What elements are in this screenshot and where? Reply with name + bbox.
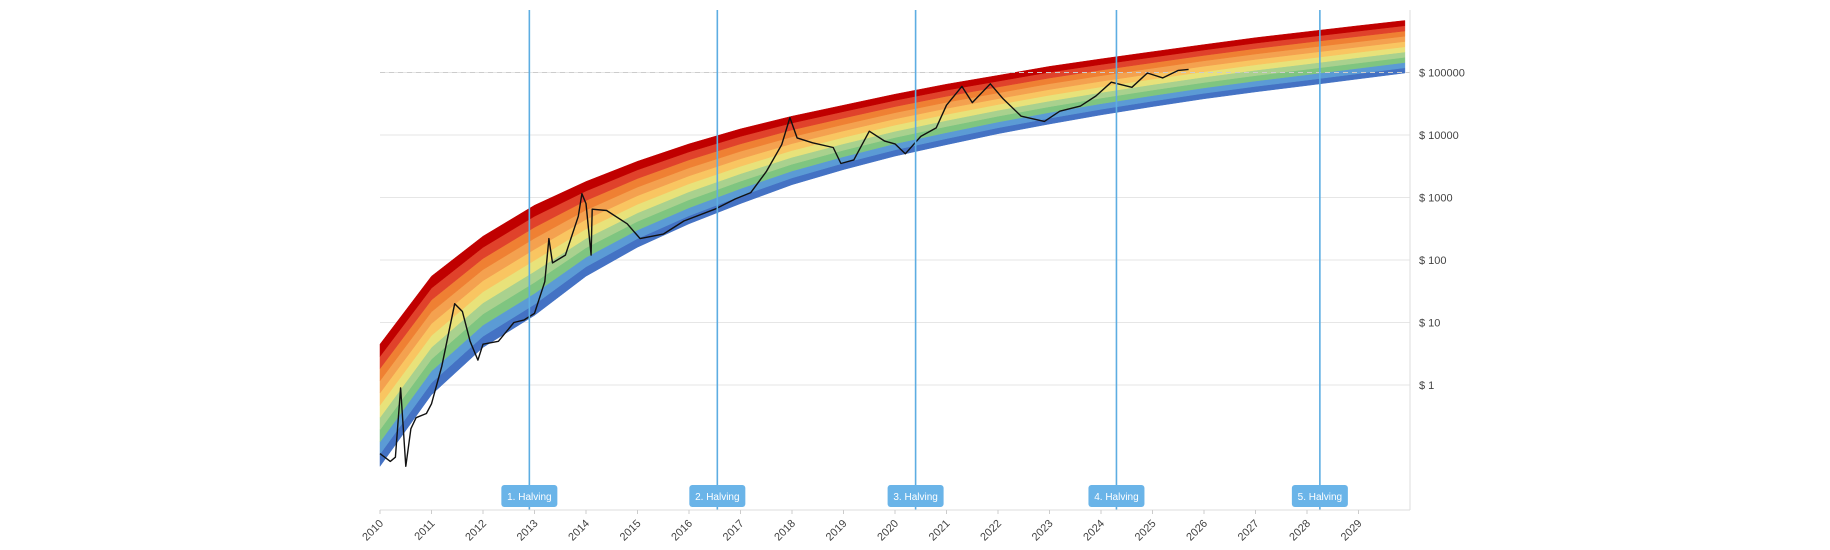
price-series: [379, 68, 1189, 467]
halving-label-5: 5. Halving: [1298, 492, 1342, 503]
halving-label-4: 4. Halving: [1094, 492, 1138, 503]
x-tick-label-2: 2012: [463, 518, 489, 544]
halving-badge-1: [501, 485, 558, 507]
x-tick-label-11: 2021: [927, 518, 953, 544]
rainbow-band-9: [379, 20, 1406, 358]
x-tick-label-9: 2019: [824, 518, 850, 544]
halving-badge-4: [1088, 485, 1145, 507]
halving-label-2: 2. Halving: [695, 492, 739, 503]
halving-badge-2: [689, 485, 746, 507]
x-tick-label-3: 2013: [515, 518, 541, 544]
price-line: [379, 68, 1189, 467]
x-tick-label-8: 2018: [772, 518, 798, 544]
y-tick-label-0: $ 1: [1419, 380, 1434, 392]
x-tick-label-15: 2025: [1133, 518, 1159, 544]
x-tick-label-10: 2020: [875, 518, 901, 544]
y-tick-label-2: $ 100: [1419, 255, 1447, 267]
x-tick-label-19: 2029: [1339, 518, 1365, 544]
halving-label-3: 3. Halving: [893, 492, 937, 503]
halving-label-1: 1. Halving: [507, 492, 551, 503]
x-tick-label-12: 2022: [978, 518, 1004, 544]
x-tick-label-14: 2024: [1081, 518, 1107, 544]
x-tick-label-17: 2027: [1236, 518, 1262, 544]
x-tick-label-7: 2017: [721, 518, 747, 544]
rainbow-bands: [379, 20, 1406, 468]
x-tick-label-0: 2010: [360, 518, 386, 544]
y-tick-label-1: $ 10: [1419, 318, 1440, 330]
x-tick-label-4: 2014: [566, 518, 592, 544]
x-tick-label-13: 2023: [1030, 518, 1056, 544]
y-tick-label-5: $ 100000: [1419, 68, 1465, 80]
y-tick-label-3: $ 1000: [1419, 193, 1453, 205]
x-tick-label-6: 2016: [669, 518, 695, 544]
halving-badge-5: [1291, 485, 1348, 507]
x-tick-label-16: 2026: [1184, 518, 1210, 544]
halving-badge-3: [887, 485, 944, 507]
x-tick-label-18: 2028: [1287, 518, 1313, 544]
halving-markers: 1. Halving 2. Halving 3. Halving 4. Halving…: [501, 10, 1348, 510]
y-tick-label-4: $ 10000: [1419, 130, 1459, 142]
x-tick-label-1: 2011: [412, 518, 437, 543]
x-tick-label-5: 2015: [618, 518, 644, 544]
